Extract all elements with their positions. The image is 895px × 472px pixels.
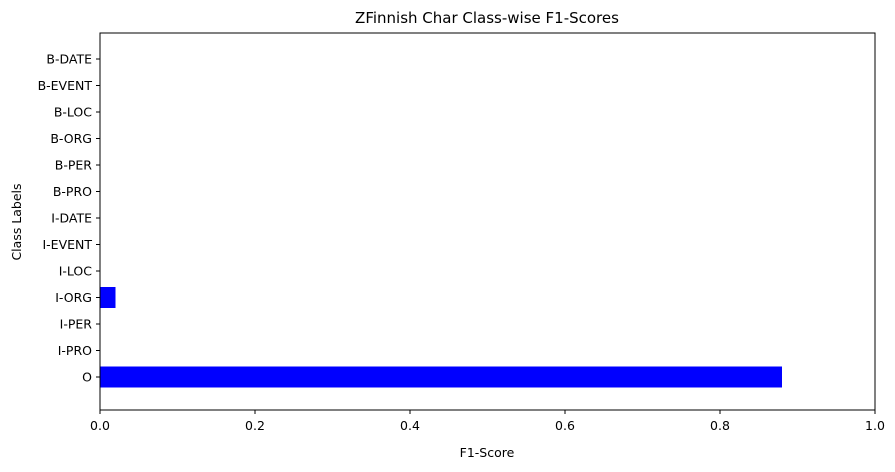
y-tick-label: I-LOC xyxy=(59,264,93,279)
x-tick-label: 0.4 xyxy=(400,418,420,433)
y-tick-label: I-PRO xyxy=(58,343,92,358)
y-tick-label: O xyxy=(82,370,92,385)
x-tick-label: 0.6 xyxy=(555,418,575,433)
bar-o xyxy=(100,366,782,388)
y-tick-label: B-LOC xyxy=(54,105,92,120)
y-tick-label: B-EVENT xyxy=(38,78,93,93)
y-tick-label: B-ORG xyxy=(50,131,92,146)
x-tick-label: 1.0 xyxy=(865,418,885,433)
y-axis: B-DATE B-EVENT B-LOC B-ORG B-PER B-PRO I-DATE I… xyxy=(38,52,100,385)
y-tick-label: B-PER xyxy=(55,158,93,173)
y-tick-label: B-DATE xyxy=(46,52,92,67)
x-tick-label: 0.2 xyxy=(245,418,265,433)
bars-layer xyxy=(100,287,782,388)
bar-i-org xyxy=(100,287,116,308)
y-tick-label: I-PER xyxy=(60,317,93,332)
x-axis: 0.0 0.2 0.4 0.6 0.8 1.0 xyxy=(90,410,885,433)
x-axis-label: F1-Score xyxy=(460,445,515,460)
y-tick-label: I-ORG xyxy=(55,290,92,305)
y-tick-label: I-EVENT xyxy=(42,237,92,252)
y-axis-label: Class Labels xyxy=(9,183,24,260)
x-tick-label: 0.8 xyxy=(710,418,730,433)
x-tick-label: 0.0 xyxy=(90,418,110,433)
y-tick-label: B-PRO xyxy=(53,184,92,199)
chart-title: ZFinnish Char Class-wise F1-Scores xyxy=(355,9,619,27)
y-tick-label: I-DATE xyxy=(51,211,92,226)
plot-frame xyxy=(99,32,876,411)
